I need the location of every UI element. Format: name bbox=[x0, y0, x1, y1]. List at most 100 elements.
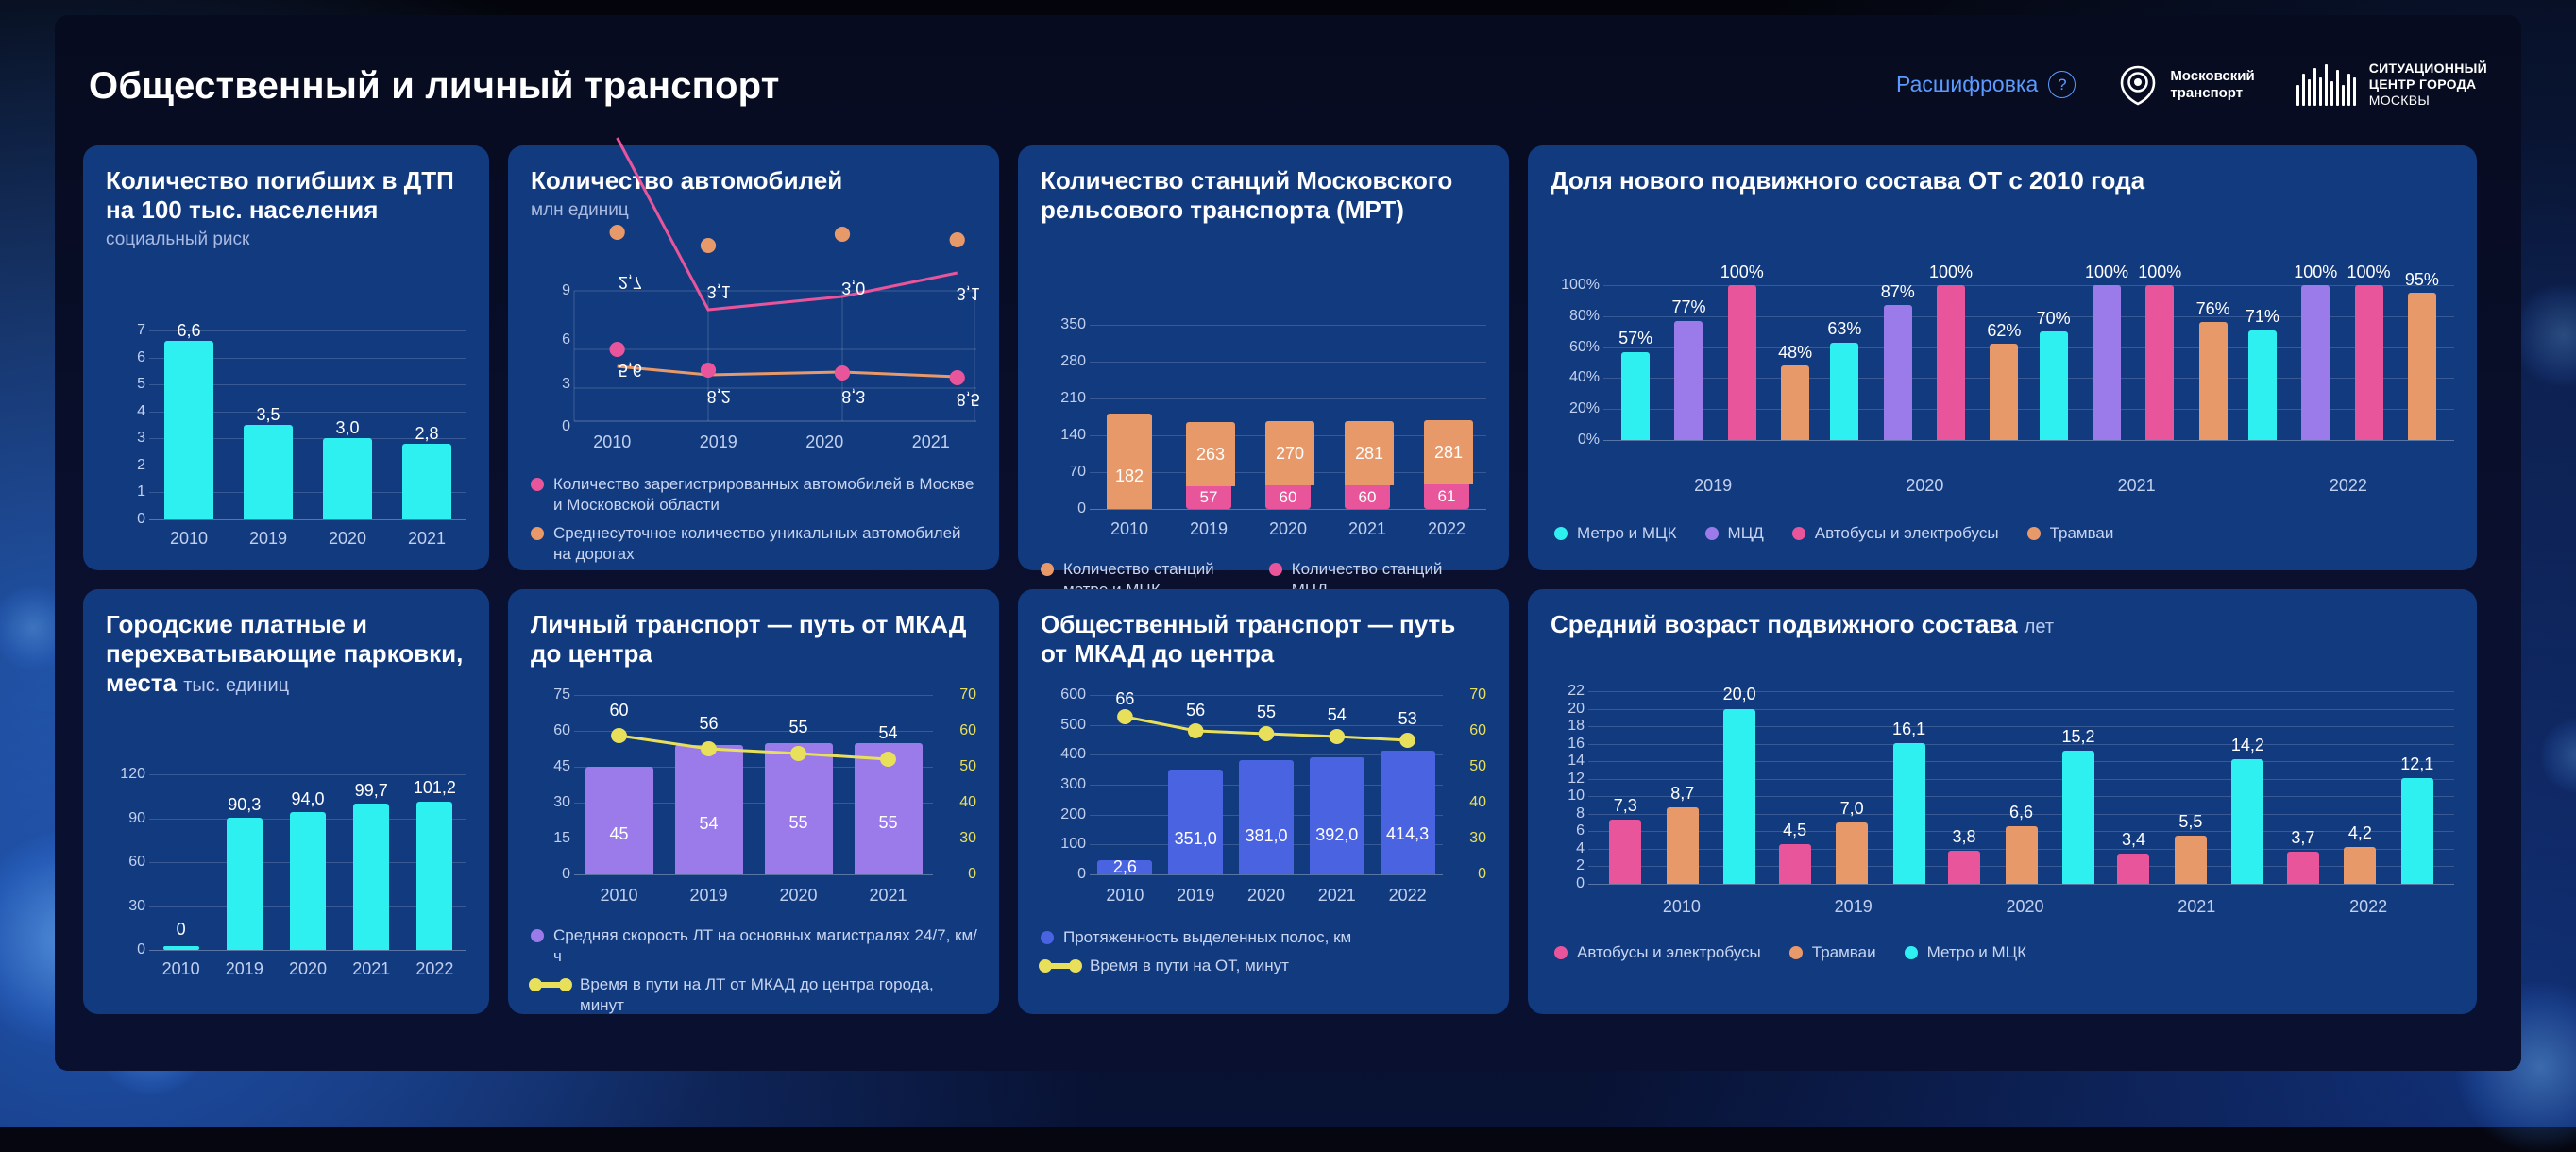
y-tick-left: 60 bbox=[553, 722, 570, 738]
bar-item[interactable]: 3,8 bbox=[1937, 691, 1991, 884]
bar-item[interactable]: 281 60 bbox=[1328, 325, 1407, 509]
bar-item[interactable]: 392,0 bbox=[1301, 695, 1372, 874]
legend-item[interactable]: Автобусы и электробусы bbox=[1554, 942, 1761, 963]
bar-item[interactable]: 15,2 bbox=[2051, 691, 2106, 884]
x-tick: 2022 bbox=[1427, 519, 1466, 538]
legend-item[interactable]: Трамваи bbox=[1788, 942, 1876, 963]
bar-item[interactable]: 351,0 bbox=[1161, 695, 1231, 874]
bar-item[interactable]: 20,0 bbox=[1712, 685, 1767, 884]
bar-item[interactable]: 100% bbox=[2291, 263, 2340, 440]
bar-value-label: 281 bbox=[1433, 442, 1464, 462]
y-tick-left: 0 bbox=[1077, 866, 1086, 882]
bar-item[interactable]: 55 bbox=[754, 695, 843, 874]
legend-item[interactable]: Трамваи bbox=[2026, 523, 2113, 544]
bar-item[interactable]: 8,7 bbox=[1654, 691, 1709, 884]
x-tick: 2010 bbox=[1662, 897, 1701, 916]
legend-line-icon bbox=[1039, 959, 1082, 973]
y-tick: 70 bbox=[1069, 464, 1086, 480]
card-public-transport-route[interactable]: Общественный транспорт — путь от МКАД до… bbox=[1018, 589, 1509, 1014]
bar-item[interactable]: 45 bbox=[574, 695, 664, 874]
bar-value-label: 2,8 bbox=[415, 424, 439, 443]
bar-item[interactable]: 7,0 bbox=[1824, 691, 1879, 884]
bar-item[interactable]: 3,5 bbox=[229, 330, 308, 519]
bar-item[interactable]: 100% bbox=[1926, 263, 1975, 440]
bar-item[interactable]: 4,5 bbox=[1767, 691, 1822, 884]
bar-value-label: 270 bbox=[1275, 443, 1305, 463]
bar-value-label: 100% bbox=[2294, 262, 2338, 281]
bar-item[interactable]: 70% bbox=[2029, 285, 2078, 440]
bar-item[interactable]: 94,0 bbox=[276, 774, 339, 950]
legend-label: Автобусы и электробусы bbox=[1577, 943, 1761, 961]
legend-item[interactable]: Время в пути на ОТ, минут bbox=[1039, 956, 1490, 976]
card-mrt-stations[interactable]: Количество станций Московского рельсовог… bbox=[1018, 145, 1509, 599]
bar-item[interactable]: 100% bbox=[2082, 263, 2131, 440]
legend-item[interactable]: Метро и МЦК bbox=[1904, 942, 2026, 963]
legend-item[interactable]: Средняя скорость ЛТ на основных магистра… bbox=[531, 925, 980, 967]
card-private-transport-route[interactable]: Личный транспорт — путь от МКАД до центр… bbox=[508, 589, 999, 1014]
bar-item[interactable]: 2,8 bbox=[387, 330, 466, 519]
bar-item[interactable]: 100% bbox=[1718, 263, 1767, 440]
legend-item[interactable]: МЦД bbox=[1704, 523, 1764, 544]
bar-item[interactable]: 63% bbox=[1820, 285, 1869, 440]
bar-item[interactable]: 281 61 bbox=[1407, 325, 1486, 509]
card-new-rolling-stock[interactable]: Доля нового подвижного состава ОТ с 2010… bbox=[1528, 145, 2477, 570]
legend-item[interactable]: Количество зарегистрированных автомобиле… bbox=[531, 474, 980, 516]
bar-value-label: 95% bbox=[2404, 269, 2439, 289]
card-deaths-in-accidents[interactable]: Количество погибших в ДТП на 100 тыс. на… bbox=[83, 145, 489, 570]
bar-item[interactable]: 6,6 bbox=[149, 321, 229, 519]
y-axis: 9 6 3 0 bbox=[531, 282, 574, 434]
y-axis: 100% 80% 60% 40% 20% 0% bbox=[1551, 277, 1603, 448]
bar-item[interactable]: 90,3 bbox=[212, 774, 276, 950]
bar-item[interactable]: 6,6 bbox=[1993, 691, 2048, 884]
bar-value-label: 70% bbox=[2036, 308, 2071, 328]
card-title: Количество погибших в ДТП на 100 тыс. на… bbox=[106, 166, 454, 224]
bar-item[interactable]: 12,1 bbox=[2390, 691, 2445, 884]
bar-item[interactable]: 87% bbox=[1873, 282, 1923, 440]
bar-item[interactable]: 99,7 bbox=[340, 774, 403, 950]
bar-item[interactable]: 77% bbox=[1664, 285, 1713, 440]
bar-item[interactable]: 5,5 bbox=[2163, 691, 2218, 884]
bar-item[interactable]: 71% bbox=[2238, 285, 2287, 440]
card-parking-spaces[interactable]: Городские платные и перехватывающие парк… bbox=[83, 589, 489, 1014]
bar-item[interactable]: 0 bbox=[149, 774, 212, 950]
card-number-of-cars[interactable]: Количество автомобилей млн единиц 9 6 3 … bbox=[508, 137, 999, 570]
legend-item[interactable]: Метро и МЦК bbox=[1554, 523, 1677, 544]
bar-item[interactable]: 263 57 bbox=[1169, 325, 1248, 509]
bar-item[interactable]: 3,0 bbox=[308, 330, 387, 519]
chart-stations: 350 280 210 140 70 0 bbox=[1041, 316, 1486, 517]
bar-item[interactable]: 270 60 bbox=[1248, 325, 1328, 509]
card-average-age[interactable]: Средний возраст подвижного состава лет 2… bbox=[1528, 589, 2477, 1014]
y-tick: 0 bbox=[1077, 500, 1086, 517]
help-icon[interactable]: ? bbox=[2048, 71, 2076, 98]
legend-item[interactable]: Среднесуточное количество уникальных авт… bbox=[531, 523, 980, 565]
situation-center-logo: СИТУАЦИОННЫЙ ЦЕНТР ГОРОДА МОСКВЫ bbox=[2296, 60, 2487, 109]
legend-item[interactable]: Протяженность выделенных полос, км bbox=[1041, 927, 1490, 948]
bar-item[interactable]: 3,7 bbox=[2276, 691, 2330, 884]
bar-item[interactable]: 182 bbox=[1090, 325, 1169, 509]
bar-value-label: 4,2 bbox=[2347, 822, 2372, 842]
bar-item[interactable]: 14,2 bbox=[2220, 691, 2275, 884]
bar-item[interactable]: 57% bbox=[1611, 285, 1660, 440]
bar-item[interactable]: 101,2 bbox=[403, 774, 466, 950]
bar-item[interactable]: 2,6 bbox=[1090, 695, 1161, 876]
bar-item[interactable]: 414,3 bbox=[1372, 695, 1443, 874]
bar-item[interactable]: 100% bbox=[2135, 263, 2184, 440]
bar-item[interactable]: 76% bbox=[2188, 285, 2237, 440]
bar-item[interactable]: 381,0 bbox=[1231, 695, 1302, 874]
bar-value-label: 57 bbox=[1199, 488, 1218, 506]
y-tick: 0 bbox=[1576, 875, 1585, 891]
legend-item[interactable]: Автобусы и электробусы bbox=[1791, 523, 1999, 544]
bar-item[interactable]: 16,1 bbox=[1881, 691, 1936, 884]
legend-item[interactable]: Время в пути на ЛТ от МКАД до центра гор… bbox=[529, 974, 980, 1016]
bar-item[interactable]: 100% bbox=[2344, 263, 2393, 440]
bar-item[interactable]: 62% bbox=[1979, 285, 2028, 440]
bar-item[interactable]: 4,2 bbox=[2332, 691, 2387, 884]
bar-item[interactable]: 48% bbox=[1771, 285, 1820, 440]
bar-item[interactable]: 3,4 bbox=[2106, 691, 2161, 884]
bar-item[interactable]: 95% bbox=[2398, 270, 2447, 440]
bar-item[interactable]: 7,3 bbox=[1598, 691, 1652, 884]
decode-button[interactable]: Расшифровка ? bbox=[1896, 71, 2076, 98]
line-value-label: 8,5 bbox=[956, 390, 980, 409]
time-line-svg bbox=[611, 728, 896, 767]
bar-item[interactable]: 54 bbox=[664, 695, 754, 874]
